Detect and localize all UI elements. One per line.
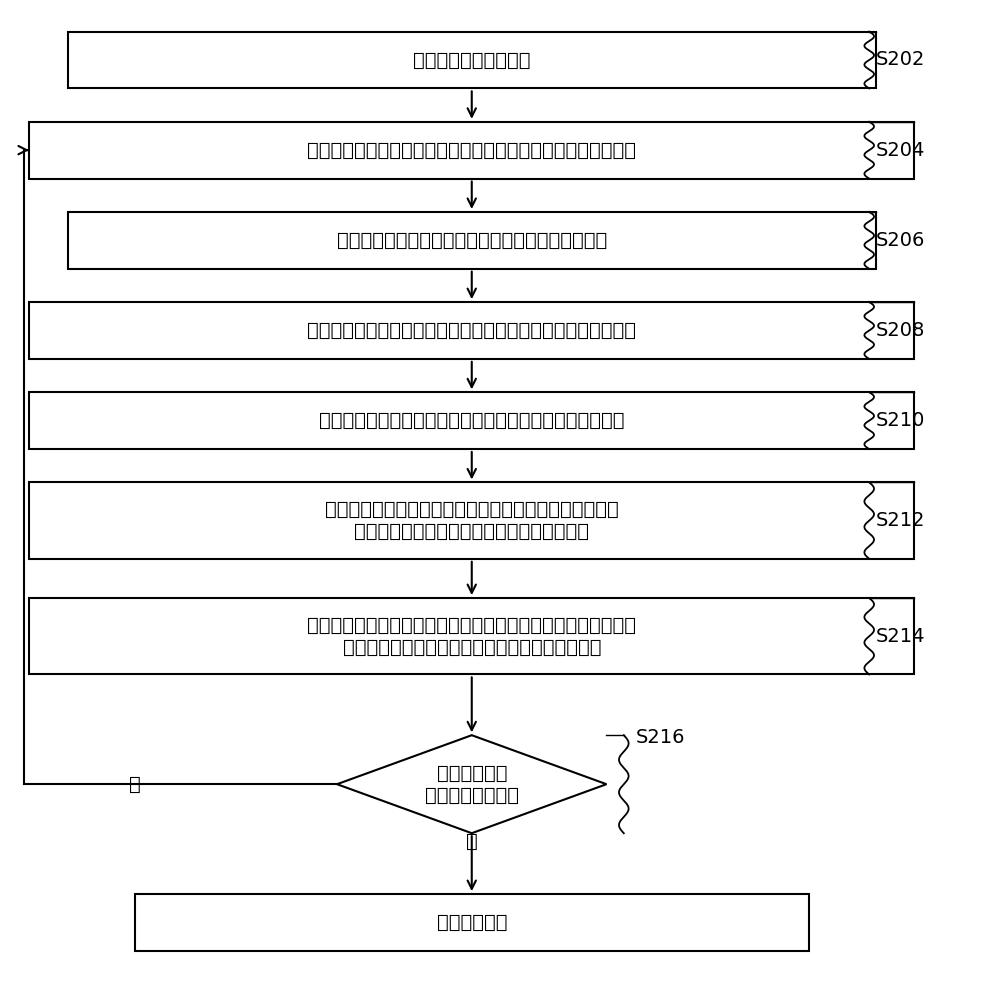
Bar bbox=[29, 482, 914, 559]
Text: S210: S210 bbox=[876, 411, 925, 430]
Text: 采集待处理的数字信号: 采集待处理的数字信号 bbox=[413, 50, 530, 69]
Text: 信号捕获成功: 信号捕获成功 bbox=[437, 913, 507, 932]
Text: S214: S214 bbox=[876, 627, 925, 646]
Text: 从与奇数组数据块对应的非相干累积结果，以及与偶数组数据块
对应的非相干累积结果中确定出较大值为判定阈值: 从与奇数组数据块对应的非相干累积结果，以及与偶数组数据块 对应的非相干累积结果中… bbox=[307, 616, 636, 657]
Text: S204: S204 bbox=[876, 141, 925, 160]
Bar bbox=[29, 392, 914, 449]
Bar bbox=[29, 302, 914, 359]
Text: 对初始信号进行分组，得到分组后预设长度的数据块: 对初始信号进行分组，得到分组后预设长度的数据块 bbox=[337, 231, 607, 250]
Text: S208: S208 bbox=[876, 321, 925, 340]
Text: 对各预设长度的数据块进行相干累积，生成对应的相干累积结果: 对各预设长度的数据块进行相干累积，生成对应的相干累积结果 bbox=[307, 321, 636, 340]
Bar bbox=[68, 32, 876, 88]
Bar bbox=[68, 212, 876, 269]
Text: S212: S212 bbox=[876, 511, 925, 530]
Bar bbox=[29, 122, 914, 179]
Text: 对待处理的数字信号进行载波分离，得到剥离载波后的初始信号: 对待处理的数字信号进行载波分离，得到剥离载波后的初始信号 bbox=[307, 141, 636, 160]
Text: 将各预设长度的数据块划分为奇数组数据块和偶数组数据块: 将各预设长度的数据块划分为奇数组数据块和偶数组数据块 bbox=[319, 411, 625, 430]
Text: S206: S206 bbox=[876, 231, 925, 250]
Text: 是: 是 bbox=[465, 832, 477, 851]
Text: 否: 否 bbox=[129, 775, 140, 794]
Text: 根据相干累积结果，分别对奇数组数据块和偶数组数据块
进行非相干累积，生成对应的非相干累积结果: 根据相干累积结果，分别对奇数组数据块和偶数组数据块 进行非相干累积，生成对应的非… bbox=[325, 500, 619, 541]
Polygon shape bbox=[337, 735, 607, 833]
Text: 判定阈值是否
大于预设捕获门限: 判定阈值是否 大于预设捕获门限 bbox=[425, 764, 518, 805]
Bar bbox=[29, 598, 914, 674]
Bar bbox=[135, 894, 808, 951]
Text: S216: S216 bbox=[635, 728, 684, 747]
Text: S202: S202 bbox=[876, 50, 925, 69]
